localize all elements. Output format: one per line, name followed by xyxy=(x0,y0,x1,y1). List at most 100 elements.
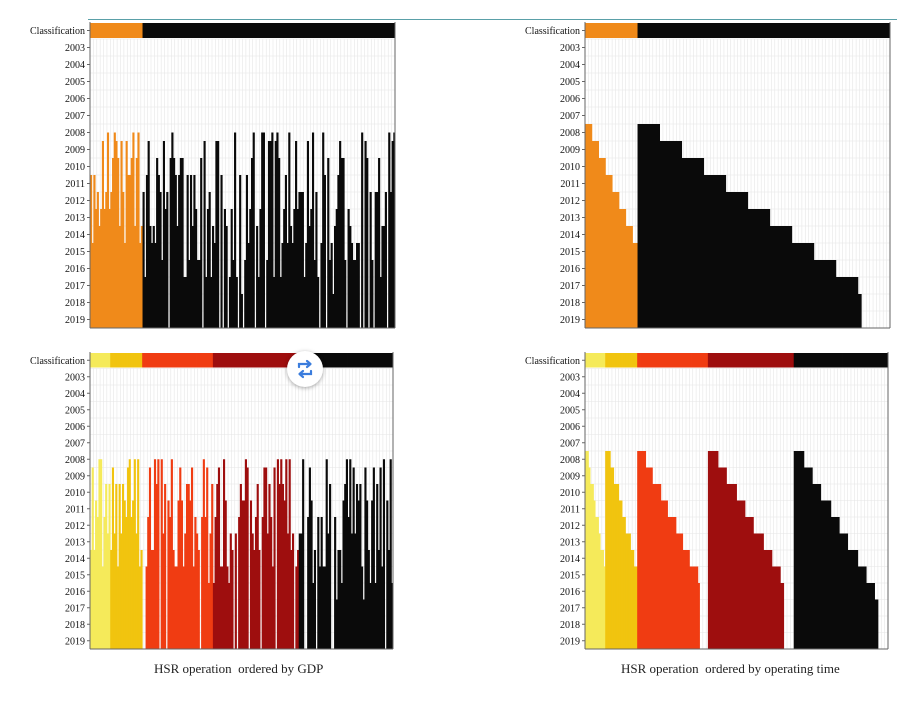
chart-bottom-right: Classification 2003 2004 2005 2006 2007 2008 20… xyxy=(525,352,889,650)
operation-bar xyxy=(687,550,690,649)
class-cell xyxy=(884,353,887,368)
class-cell xyxy=(315,23,318,38)
operation-bar xyxy=(204,517,207,649)
operation-bar xyxy=(864,566,867,649)
operation-bar xyxy=(101,566,104,649)
class-cell xyxy=(184,353,187,368)
class-cell xyxy=(801,23,804,38)
class-cell xyxy=(347,353,350,368)
operation-bar xyxy=(712,175,715,328)
classification-label: Classification xyxy=(525,356,580,367)
operation-bar xyxy=(328,260,332,328)
operation-bar xyxy=(184,277,188,328)
class-cell xyxy=(861,23,864,38)
operation-bar xyxy=(689,566,692,649)
class-cell xyxy=(256,23,259,38)
class-cell xyxy=(588,23,591,38)
operation-bar xyxy=(823,260,827,328)
class-cell xyxy=(283,23,286,38)
class-cell xyxy=(266,353,269,368)
operation-bar xyxy=(235,277,238,328)
class-cell xyxy=(176,23,179,38)
operation-bar xyxy=(224,500,227,649)
class-cell xyxy=(701,353,704,368)
operation-bar xyxy=(763,550,766,649)
operation-bar xyxy=(615,484,618,649)
class-cell xyxy=(771,353,774,368)
operation-bar xyxy=(273,467,276,649)
class-cell xyxy=(115,353,118,368)
operation-bar xyxy=(200,158,203,328)
operation-bar xyxy=(137,459,140,649)
operation-bar xyxy=(261,517,264,649)
class-cell xyxy=(90,23,93,38)
operation-bar xyxy=(249,209,252,328)
operation-bar xyxy=(240,294,243,328)
operation-bar xyxy=(729,484,732,649)
operation-bar xyxy=(717,175,720,328)
operation-bar xyxy=(661,141,664,328)
y-tick-label: 2005 xyxy=(65,405,85,416)
class-cell xyxy=(204,353,207,368)
class-cell xyxy=(218,23,221,38)
class-cell xyxy=(693,23,696,38)
operation-bar xyxy=(207,583,210,649)
class-cell xyxy=(635,23,638,38)
class-cell xyxy=(281,353,284,368)
class-cell xyxy=(741,353,744,368)
operation-bar xyxy=(297,550,300,649)
operation-bars xyxy=(585,124,862,328)
class-cell xyxy=(345,23,348,38)
operation-bar xyxy=(640,451,643,649)
class-cell xyxy=(132,23,135,38)
operation-bar xyxy=(697,583,700,649)
class-cell xyxy=(829,353,832,368)
class-cell xyxy=(135,353,138,368)
operation-bar xyxy=(734,484,737,649)
y-tick-label: 2010 xyxy=(560,488,580,499)
class-cell xyxy=(95,353,98,368)
class-cell xyxy=(161,23,164,38)
operation-bar xyxy=(640,124,644,328)
class-cell xyxy=(679,23,682,38)
class-cell xyxy=(369,23,372,38)
class-cell xyxy=(845,23,849,38)
class-cell xyxy=(323,353,327,368)
class-cell xyxy=(691,353,694,368)
operation-bar xyxy=(845,277,849,328)
operation-bar xyxy=(720,175,723,328)
operation-bar xyxy=(840,533,843,649)
operation-bar xyxy=(698,158,701,328)
operation-bar xyxy=(723,175,727,328)
swap-button[interactable] xyxy=(287,351,323,387)
operation-bar xyxy=(660,500,663,649)
operation-bar xyxy=(652,124,655,328)
class-cell xyxy=(186,23,189,38)
y-tick-label: 2003 xyxy=(560,372,580,383)
operation-bar xyxy=(356,243,359,328)
operation-bar xyxy=(761,209,764,328)
class-cell xyxy=(327,23,330,38)
operation-bar xyxy=(115,484,118,649)
class-cell xyxy=(832,353,835,368)
operation-bar xyxy=(377,550,380,649)
operation-bar xyxy=(285,459,288,649)
class-cell xyxy=(776,23,779,38)
class-cell xyxy=(376,23,379,38)
operation-bar xyxy=(128,175,132,328)
class-cell xyxy=(751,353,754,368)
class-cell xyxy=(236,353,239,368)
class-cell xyxy=(288,23,291,38)
operation-bar xyxy=(307,517,310,649)
class-cell xyxy=(745,23,749,38)
operation-bar xyxy=(840,277,844,328)
operation-bar xyxy=(805,243,808,328)
class-cell xyxy=(866,23,869,38)
class-cell xyxy=(729,353,732,368)
class-cell xyxy=(656,23,659,38)
y-tick-label: 2014 xyxy=(65,230,85,241)
class-cell xyxy=(840,23,843,38)
operation-bar xyxy=(629,226,632,328)
operation-bar xyxy=(681,158,684,328)
class-cell xyxy=(590,23,593,38)
